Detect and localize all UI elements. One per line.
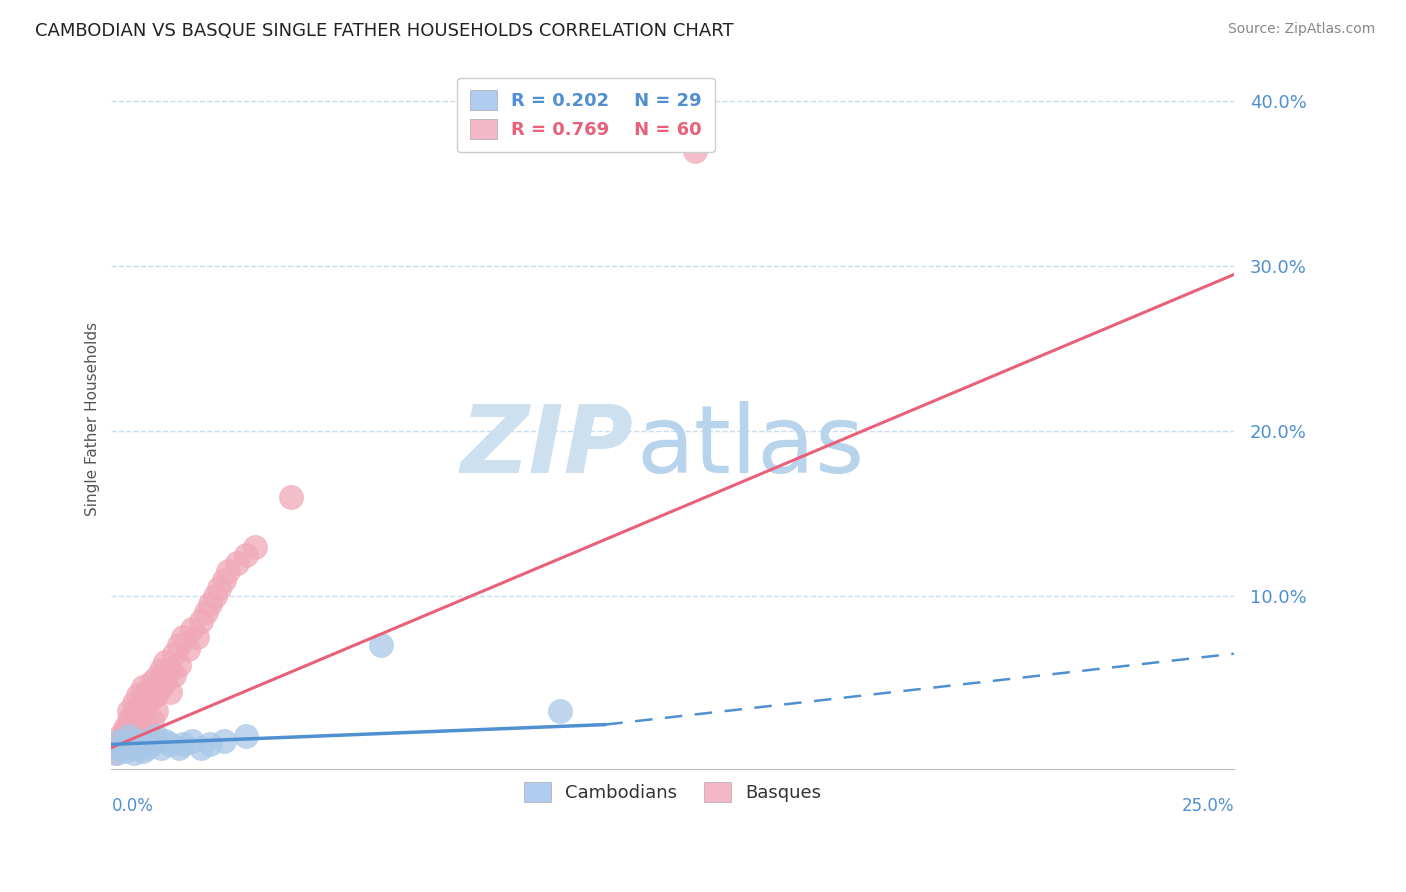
Point	[208, 581, 231, 595]
Point	[122, 707, 145, 722]
Point	[114, 721, 136, 735]
Point	[118, 729, 141, 743]
Point	[280, 490, 302, 504]
Text: 25.0%: 25.0%	[1181, 797, 1234, 815]
Point	[127, 734, 149, 748]
Point	[110, 729, 132, 743]
Text: Source: ZipAtlas.com: Source: ZipAtlas.com	[1227, 22, 1375, 37]
Text: atlas: atlas	[637, 401, 865, 492]
Point	[132, 724, 155, 739]
Text: 0.0%: 0.0%	[111, 797, 153, 815]
Point	[167, 639, 190, 653]
Point	[110, 737, 132, 751]
Point	[235, 548, 257, 562]
Point	[127, 740, 149, 755]
Point	[127, 701, 149, 715]
Point	[186, 630, 208, 644]
Point	[181, 622, 204, 636]
Point	[110, 734, 132, 748]
Point	[172, 737, 194, 751]
Point	[141, 737, 163, 751]
Point	[172, 630, 194, 644]
Point	[159, 663, 181, 677]
Point	[122, 721, 145, 735]
Legend: Cambodians, Basques: Cambodians, Basques	[516, 775, 830, 809]
Point	[155, 655, 177, 669]
Point	[370, 639, 392, 653]
Point	[145, 688, 167, 702]
Point	[136, 734, 159, 748]
Point	[110, 740, 132, 755]
Point	[190, 740, 212, 755]
Point	[163, 647, 186, 661]
Point	[127, 688, 149, 702]
Point	[118, 705, 141, 719]
Point	[683, 144, 706, 158]
Point	[136, 684, 159, 698]
Point	[114, 744, 136, 758]
Point	[167, 658, 190, 673]
Point	[212, 573, 235, 587]
Point	[122, 746, 145, 760]
Point	[149, 663, 172, 677]
Point	[122, 740, 145, 755]
Point	[132, 680, 155, 694]
Point	[149, 680, 172, 694]
Point	[118, 729, 141, 743]
Point	[226, 556, 249, 570]
Point	[118, 713, 141, 727]
Point	[177, 641, 200, 656]
Point	[159, 684, 181, 698]
Point	[198, 737, 221, 751]
Point	[194, 606, 217, 620]
Point	[141, 674, 163, 689]
Point	[181, 734, 204, 748]
Point	[155, 674, 177, 689]
Point	[212, 734, 235, 748]
Point	[190, 614, 212, 628]
Point	[104, 740, 127, 755]
Point	[127, 729, 149, 743]
Point	[110, 734, 132, 748]
Point	[127, 713, 149, 727]
Point	[145, 729, 167, 743]
Point	[114, 740, 136, 755]
Point	[141, 713, 163, 727]
Point	[145, 734, 167, 748]
Text: CAMBODIAN VS BASQUE SINGLE FATHER HOUSEHOLDS CORRELATION CHART: CAMBODIAN VS BASQUE SINGLE FATHER HOUSEH…	[35, 22, 734, 40]
Point	[114, 724, 136, 739]
Point	[243, 540, 266, 554]
Point	[122, 737, 145, 751]
Point	[149, 740, 172, 755]
Point	[145, 705, 167, 719]
Point	[118, 740, 141, 755]
Point	[204, 589, 226, 603]
Point	[132, 744, 155, 758]
Y-axis label: Single Father Households: Single Father Households	[86, 322, 100, 516]
Point	[198, 597, 221, 611]
Point	[136, 696, 159, 710]
Point	[235, 729, 257, 743]
Text: ZIP: ZIP	[460, 401, 633, 492]
Point	[104, 746, 127, 760]
Point	[118, 717, 141, 731]
Point	[136, 740, 159, 755]
Point	[155, 734, 177, 748]
Point	[136, 721, 159, 735]
Point	[163, 668, 186, 682]
Point	[132, 691, 155, 706]
Point	[132, 737, 155, 751]
Point	[141, 691, 163, 706]
Point	[167, 740, 190, 755]
Point	[550, 705, 572, 719]
Point	[104, 746, 127, 760]
Point	[145, 672, 167, 686]
Point	[114, 737, 136, 751]
Point	[122, 696, 145, 710]
Point	[217, 564, 239, 578]
Point	[132, 707, 155, 722]
Point	[159, 737, 181, 751]
